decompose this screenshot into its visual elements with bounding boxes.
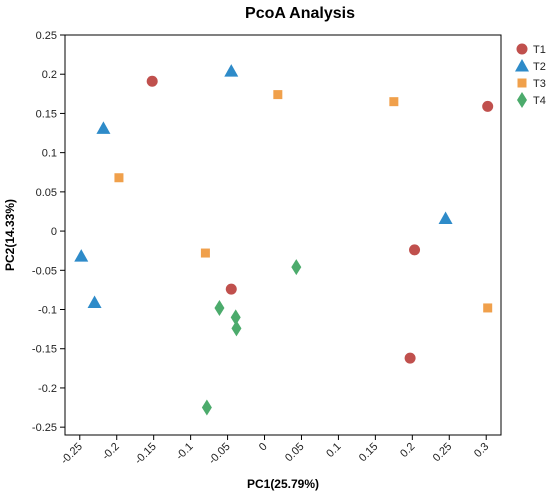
- x-axis-ticks: -0.25 -0.2 -0.15 -0.1 -0.05 0 0.05 0.1 0.15 0.2 0.…: [59, 435, 491, 467]
- legend-marker-circle: [516, 43, 528, 55]
- point-t2: [438, 211, 453, 225]
- point-t4: [201, 399, 212, 416]
- legend-marker-diamond: [517, 92, 527, 108]
- y-axis-title: PC2(14.33%): [3, 199, 17, 271]
- legend: T1 T2 T3 T4: [515, 43, 546, 108]
- y-tick-label: 0: [51, 226, 57, 238]
- y-tick-label: 0.05: [36, 187, 57, 199]
- x-tick-label: -0.1: [174, 441, 196, 463]
- point-t3: [389, 97, 399, 107]
- y-tick-label: 0.15: [36, 108, 57, 120]
- x-tick-label: -0.15: [133, 441, 159, 467]
- point-t1: [482, 100, 494, 112]
- legend-item-t1: T1: [516, 43, 546, 56]
- x-tick-label: -0.25: [59, 441, 85, 467]
- point-t2: [87, 295, 102, 308]
- chart-title: PcoA Analysis: [245, 5, 355, 22]
- point-t1: [409, 244, 421, 256]
- point-t3: [200, 248, 210, 258]
- y-tick-label: 0.25: [36, 30, 57, 42]
- x-tick-label: 0.05: [283, 441, 307, 465]
- legend-label: T1: [533, 44, 546, 56]
- plot-frame: [64, 34, 502, 436]
- series-t2: [74, 64, 453, 308]
- series-t3: [114, 90, 493, 313]
- point-t3: [114, 173, 124, 183]
- legend-marker-square: [517, 78, 527, 88]
- legend-marker-triangle: [515, 59, 529, 72]
- y-tick-label: -0.15: [32, 344, 57, 356]
- x-tick-label: -0.05: [206, 441, 232, 467]
- y-tick-label: 0.2: [42, 69, 57, 81]
- x-tick-label: 0.3: [472, 441, 491, 460]
- legend-item-t3: T3: [517, 78, 546, 90]
- data-points: [74, 64, 494, 416]
- point-t2: [224, 64, 239, 77]
- point-t3: [483, 303, 493, 313]
- y-tick-label: -0.2: [38, 383, 57, 395]
- point-t4: [231, 320, 242, 337]
- point-t1: [146, 75, 158, 87]
- point-t2: [96, 121, 111, 134]
- legend-label: T2: [533, 61, 546, 73]
- y-axis-ticks: 0.25 0.2 0.15 0.1 0.05 0 -0.05 -0.1 -0.15 -0.2 -0.…: [32, 30, 65, 434]
- series-t1: [146, 75, 494, 364]
- point-t4: [230, 309, 241, 326]
- point-t1: [404, 352, 416, 364]
- point-t4: [214, 299, 225, 316]
- x-tick-label: 0.25: [431, 441, 455, 465]
- legend-label: T3: [533, 78, 546, 90]
- x-tick-label: 0.2: [398, 441, 417, 460]
- x-tick-label: 0.1: [324, 441, 343, 460]
- point-t4: [291, 259, 302, 276]
- point-t3: [273, 90, 283, 100]
- series-t4: [201, 259, 302, 416]
- y-tick-label: -0.25: [32, 422, 57, 434]
- legend-item-t2: T2: [515, 59, 546, 73]
- y-tick-label: -0.05: [32, 265, 57, 277]
- x-axis-title: PC1(25.79%): [247, 477, 319, 491]
- legend-item-t4: T4: [517, 92, 546, 108]
- x-tick-label: -0.2: [100, 441, 122, 463]
- point-t1: [225, 283, 237, 295]
- y-tick-label: -0.1: [38, 305, 57, 317]
- x-tick-label: 0: [257, 441, 270, 454]
- legend-label: T4: [533, 95, 546, 107]
- y-tick-label: 0.1: [42, 148, 57, 160]
- point-t2: [74, 249, 89, 262]
- x-tick-label: 0.15: [357, 441, 381, 465]
